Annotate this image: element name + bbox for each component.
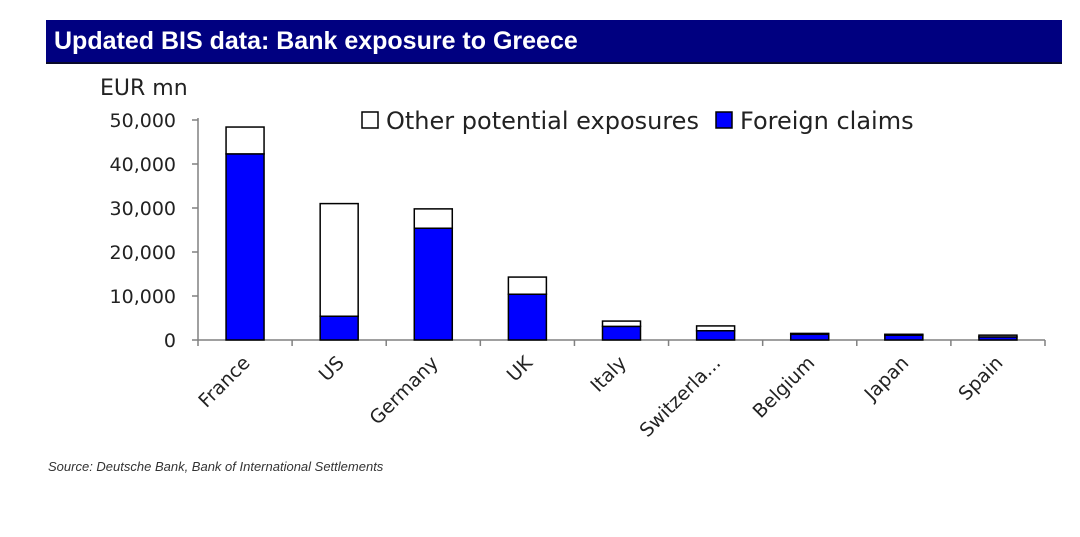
bar-other-exposures (789, 332, 830, 336)
bar-foreign-claims (319, 315, 359, 341)
bar-other-exposures (884, 333, 924, 336)
legend-label: Other potential exposures (386, 107, 699, 135)
x-tick-label: Belgium (749, 352, 820, 423)
legend-swatch (715, 111, 733, 129)
title-bar: Updated BIS data: Bank exposure to Greec… (46, 20, 1062, 64)
bar-foreign-claims (225, 153, 265, 341)
y-tick-label: 20,000 (110, 242, 176, 264)
y-axis-label: EUR mn (100, 76, 188, 101)
source-note: Source: Deutsche Bank, Bank of Internati… (48, 459, 384, 474)
bar-foreign-claims (413, 227, 454, 341)
y-tick-label: 30,000 (110, 198, 176, 220)
bar-foreign-claims (695, 330, 736, 341)
bar-other-exposures (695, 325, 736, 332)
bar-foreign-claims (601, 325, 642, 341)
bar-other-exposures (319, 202, 359, 317)
bar-other-exposures (507, 276, 548, 295)
bar-other-exposures (413, 208, 454, 229)
chart-title: Updated BIS data: Bank exposure to Greec… (54, 27, 578, 55)
legend-label: Foreign claims (740, 107, 914, 135)
x-tick-label: Germany (366, 352, 443, 429)
legend-swatch (361, 111, 379, 129)
x-tick-label: France (194, 352, 254, 412)
x-tick-label: Japan (860, 352, 914, 406)
bar-foreign-claims (789, 333, 830, 341)
y-tick-label: 0 (164, 330, 176, 352)
bar-foreign-claims (507, 293, 548, 341)
bar-other-exposures (978, 334, 1018, 338)
x-tick-label: UK (503, 352, 538, 387)
y-tick-label: 40,000 (110, 154, 176, 176)
x-tick-label: Italy (586, 352, 631, 397)
y-tick-label: 10,000 (110, 286, 176, 308)
y-tick-label: 50,000 (110, 110, 176, 132)
bar-other-exposures (225, 126, 265, 155)
x-tick-label: Spain (954, 352, 1007, 405)
bar-other-exposures (601, 320, 642, 328)
x-tick-label: US (315, 352, 349, 386)
x-tick-label: Switzerla... (635, 352, 725, 442)
